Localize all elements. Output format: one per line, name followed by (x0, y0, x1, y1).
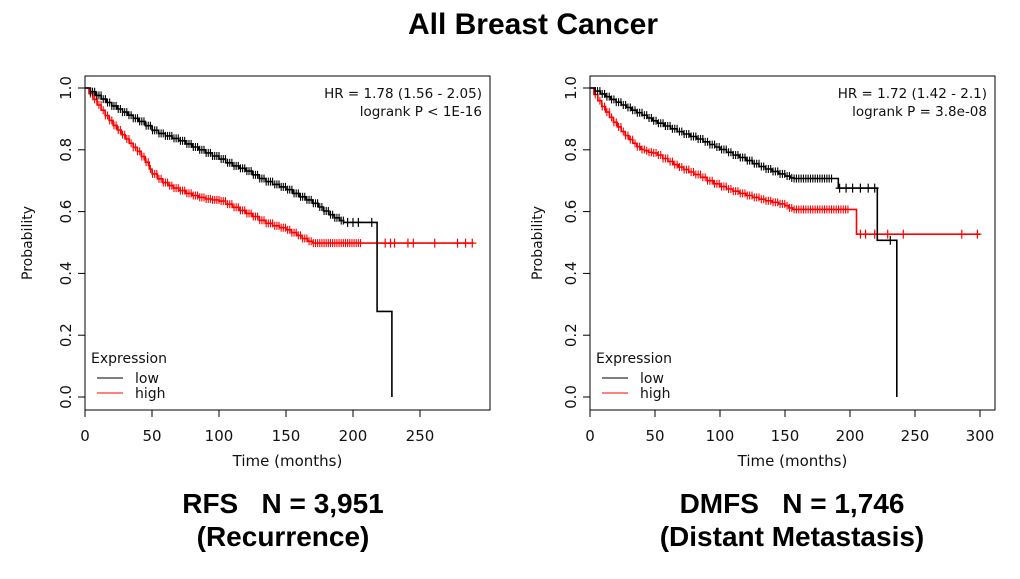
x-tick-label: 300 (966, 427, 995, 445)
y-tick-label: 0.4 (57, 261, 75, 285)
series-high (590, 87, 982, 239)
censor-marks-low (594, 87, 895, 245)
y-axis-title: Probability (530, 206, 546, 280)
caption-dmfs: DMFS N = 1,746 (Distant Metastasis) (537, 487, 1020, 553)
plot-box (589, 75, 996, 411)
legend-title: Expression (596, 351, 672, 367)
km-plot-rfs: 0 50 100 150 200 250 Time (months) 0.0 0.2 0.4 0.6… (20, 75, 491, 470)
x-tick-label: 100 (205, 427, 234, 445)
legend-label-low: low (135, 371, 159, 387)
y-tick-label: 1.0 (562, 76, 580, 100)
hr-text: HR = 1.78 (1.56 - 2.05) (324, 86, 482, 102)
x-tick-label: 50 (645, 427, 664, 445)
caption-dmfs-line1: DMFS N = 1,746 (679, 488, 905, 519)
legend-label-low: low (640, 371, 664, 387)
legend-title: Expression (91, 351, 167, 367)
series-high (85, 87, 477, 248)
plot-box (84, 75, 491, 411)
y-tick-label: 0.2 (57, 323, 75, 347)
caption-rfs-line2: (Recurrence) (196, 521, 370, 552)
x-tick-label: 0 (80, 427, 90, 445)
x-tick-label: 200 (339, 427, 368, 445)
caption-rfs-line1: RFS N = 3,951 (182, 488, 384, 519)
x-axis-title: Time (months) (232, 452, 343, 470)
caption-rfs: RFS N = 3,951 (Recurrence) (28, 487, 538, 553)
y-tick-label: 0.0 (57, 385, 75, 409)
km-plot-dmfs: 0 50 100 150 200 250 300 Time (months) 0.0 0.2 0.4… (530, 75, 996, 470)
censor-marks-high (594, 90, 982, 239)
hr-text: HR = 1.72 (1.42 - 2.1) (838, 86, 987, 102)
series-low (590, 87, 898, 397)
y-tick-label: 1.0 (57, 76, 75, 100)
stats-annotation: HR = 1.78 (1.56 - 2.05) logrank P < 1E-16 (324, 86, 482, 120)
y-tick-label: 0.6 (562, 200, 580, 224)
censor-marks-low (89, 87, 376, 227)
caption-dmfs-line2: (Distant Metastasis) (659, 521, 925, 552)
x-tick-label: 100 (706, 427, 735, 445)
x-tick-label: 50 (142, 427, 161, 445)
x-tick-label: 150 (272, 427, 301, 445)
y-axis: 0.0 0.2 0.4 0.6 0.8 1.0 Probability (20, 76, 85, 409)
stats-annotation: HR = 1.72 (1.42 - 2.1) logrank P = 3.8e-0… (838, 86, 987, 120)
x-tick-label: 0 (585, 427, 595, 445)
y-tick-label: 0.0 (562, 385, 580, 409)
y-tick-label: 0.8 (562, 138, 580, 162)
y-axis-title: Probability (20, 206, 36, 280)
y-tick-label: 0.4 (562, 261, 580, 285)
y-axis: 0.0 0.2 0.4 0.6 0.8 1.0 Probability (530, 76, 590, 409)
logrank-text: logrank P < 1E-16 (360, 104, 482, 120)
x-tick-label: 200 (836, 427, 865, 445)
x-tick-label: 250 (406, 427, 435, 445)
legend-label-high: high (135, 386, 166, 402)
x-axis: 0 50 100 150 200 250 Time (months) (80, 410, 434, 470)
censor-marks-high (89, 89, 477, 248)
y-tick-label: 0.2 (562, 323, 580, 347)
x-axis-title: Time (months) (737, 452, 848, 470)
y-tick-label: 0.6 (57, 200, 75, 224)
x-tick-label: 250 (901, 427, 930, 445)
figure-title: All Breast Cancer (407, 8, 659, 41)
y-tick-label: 0.8 (57, 138, 75, 162)
legend-label-high: high (640, 386, 671, 402)
series-low (85, 87, 393, 397)
x-axis: 0 50 100 150 200 250 300 Time (months) (585, 410, 994, 470)
x-tick-label: 150 (771, 427, 800, 445)
logrank-text: logrank P = 3.8e-08 (852, 104, 987, 120)
